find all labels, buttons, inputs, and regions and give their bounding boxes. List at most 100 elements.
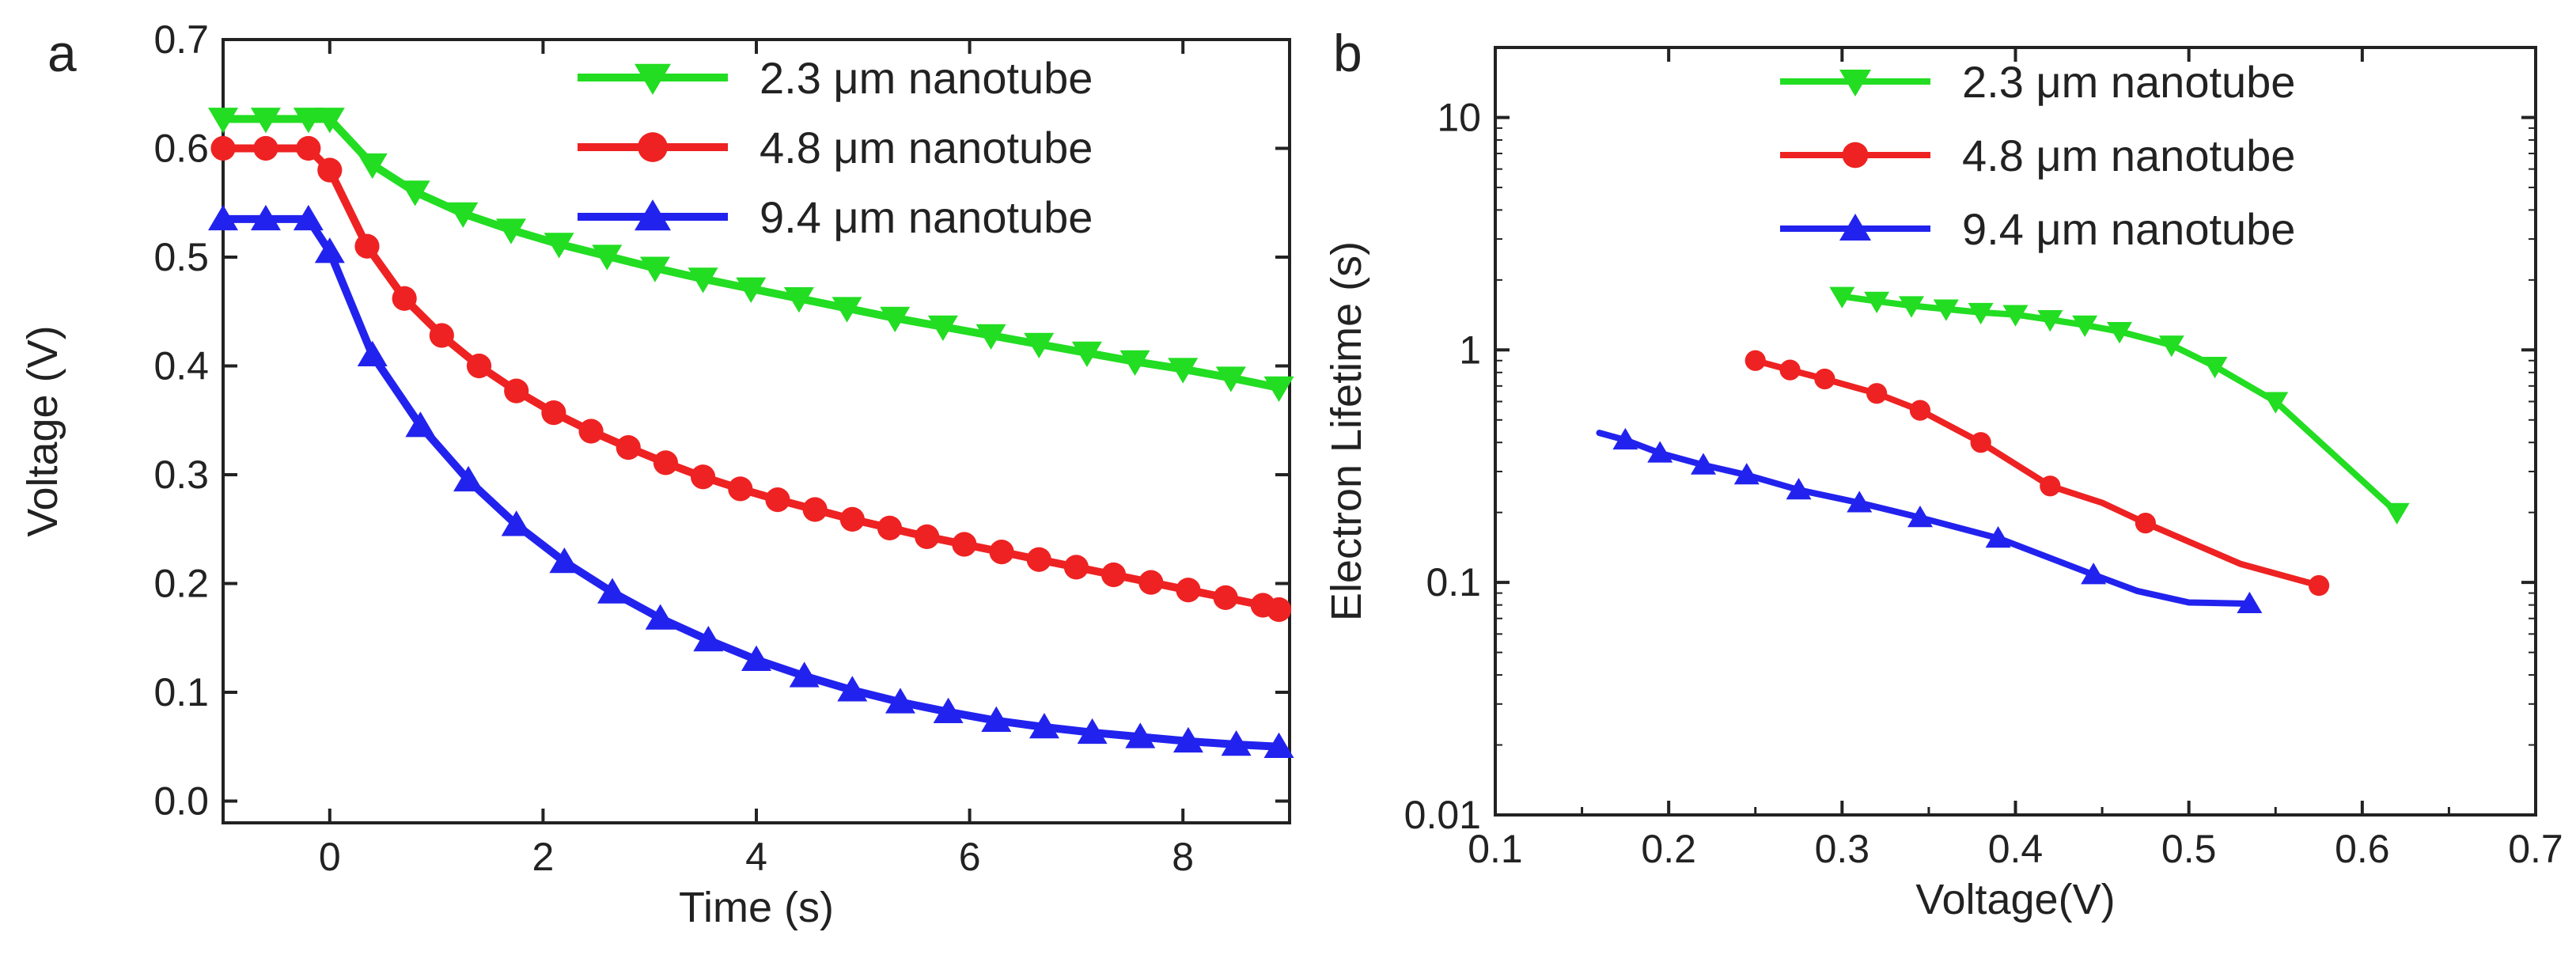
data-point — [1172, 726, 1203, 753]
data-point — [405, 411, 436, 438]
x-tick-label: 0.6 — [2335, 827, 2390, 871]
data-point — [728, 476, 753, 502]
data-point — [1263, 376, 1294, 403]
data-point — [783, 287, 814, 313]
data-point — [975, 324, 1006, 350]
data-point — [400, 180, 430, 207]
data-point — [1814, 368, 1835, 390]
x-tick-label: 0.5 — [2161, 827, 2217, 871]
data-point — [1907, 506, 1933, 528]
legend-label: 4.8 μm nanotube — [760, 123, 1093, 172]
data-point — [250, 108, 281, 134]
x-axis-title: Time (s) — [679, 884, 834, 931]
data-point — [208, 204, 238, 231]
y-tick-label: 0.7 — [153, 17, 209, 62]
y-axis-title: Electron Lifetime (s) — [1323, 241, 1370, 621]
data-point — [1119, 350, 1150, 377]
data-point — [645, 604, 676, 630]
y-tick-label: 0.2 — [153, 562, 209, 606]
data-point — [592, 244, 623, 271]
data-point — [1125, 722, 1156, 748]
data-point — [210, 135, 236, 161]
data-point — [1077, 718, 1108, 745]
data-point — [1024, 332, 1055, 359]
data-point — [1176, 578, 1201, 603]
data-point — [495, 218, 526, 244]
x-tick-label: 6 — [959, 835, 981, 879]
data-point — [354, 233, 380, 259]
panel-letter: a — [47, 24, 77, 82]
x-tick-label: 2 — [532, 835, 554, 879]
x-tick-label: 8 — [1172, 835, 1194, 879]
data-point — [544, 233, 574, 259]
data-point — [2072, 315, 2098, 338]
data-point — [2081, 563, 2107, 585]
y-tick-label: 0.0 — [153, 779, 209, 824]
data-point — [802, 497, 828, 522]
data-point — [1168, 358, 1199, 384]
data-point — [1071, 341, 1102, 368]
data-point — [1733, 463, 1760, 485]
data-point — [208, 108, 238, 134]
x-tick-label: 4 — [745, 835, 767, 879]
data-point — [448, 202, 479, 229]
data-point — [691, 464, 716, 490]
data-point — [2107, 322, 2132, 344]
panel-letter: b — [1333, 24, 1362, 82]
data-point — [2308, 574, 2330, 597]
y-tick-label: 0.4 — [153, 344, 209, 388]
data-point — [357, 340, 388, 366]
y-tick-label: 0.1 — [1426, 560, 1481, 604]
data-point — [2158, 335, 2184, 358]
data-point — [1909, 400, 1931, 421]
legend-label: 2.3 μm nanotube — [760, 53, 1093, 103]
x-tick-label: 0 — [319, 835, 341, 879]
data-point — [1215, 366, 1246, 392]
legend-marker — [638, 132, 668, 162]
data-point — [2002, 305, 2029, 327]
y-tick-label: 0.3 — [153, 453, 209, 497]
data-point — [1866, 383, 1888, 404]
y-tick-label: 0.6 — [153, 127, 209, 171]
data-point — [1899, 296, 1924, 318]
data-point — [741, 645, 771, 671]
data-point — [541, 400, 566, 426]
data-point — [616, 435, 641, 460]
series-3 — [208, 204, 1294, 758]
data-point — [250, 204, 281, 231]
data-point — [466, 353, 492, 379]
data-point — [2263, 392, 2289, 414]
data-point — [1779, 359, 1801, 381]
data-point — [693, 625, 724, 652]
data-point — [915, 524, 940, 549]
data-point — [839, 506, 865, 532]
series-3 — [1596, 427, 2263, 614]
data-point — [549, 547, 580, 574]
legend-marker — [1839, 214, 1871, 241]
data-point — [639, 256, 670, 282]
y-tick-label: 0.1 — [153, 670, 209, 714]
data-point — [927, 315, 958, 342]
data-point — [1847, 491, 1873, 513]
data-point — [253, 135, 278, 161]
x-axis-title: Voltage(V) — [1915, 876, 2115, 923]
legend-marker — [635, 63, 671, 95]
data-point — [317, 157, 343, 183]
data-point — [1221, 729, 1252, 756]
data-point — [296, 135, 321, 161]
series-2 — [1744, 350, 2330, 597]
panel-b-electron-lifetime-chart: 0.1 0.2 0.3 0.4 0.5 0.6 0.70.010.1110Voltage(V… — [1323, 24, 2563, 923]
data-point — [981, 706, 1012, 732]
y-tick-label: 10 — [1437, 95, 1481, 139]
data-point — [2037, 310, 2063, 332]
data-point — [2040, 476, 2061, 497]
legend-label: 4.8 μm nanotube — [1962, 131, 2295, 180]
data-point — [1138, 570, 1164, 595]
data-point — [736, 277, 767, 303]
data-point — [1786, 478, 1812, 500]
data-point — [789, 661, 820, 688]
data-point — [597, 578, 628, 604]
y-axis-title: Voltage (V) — [19, 325, 66, 536]
data-point — [2384, 502, 2410, 525]
